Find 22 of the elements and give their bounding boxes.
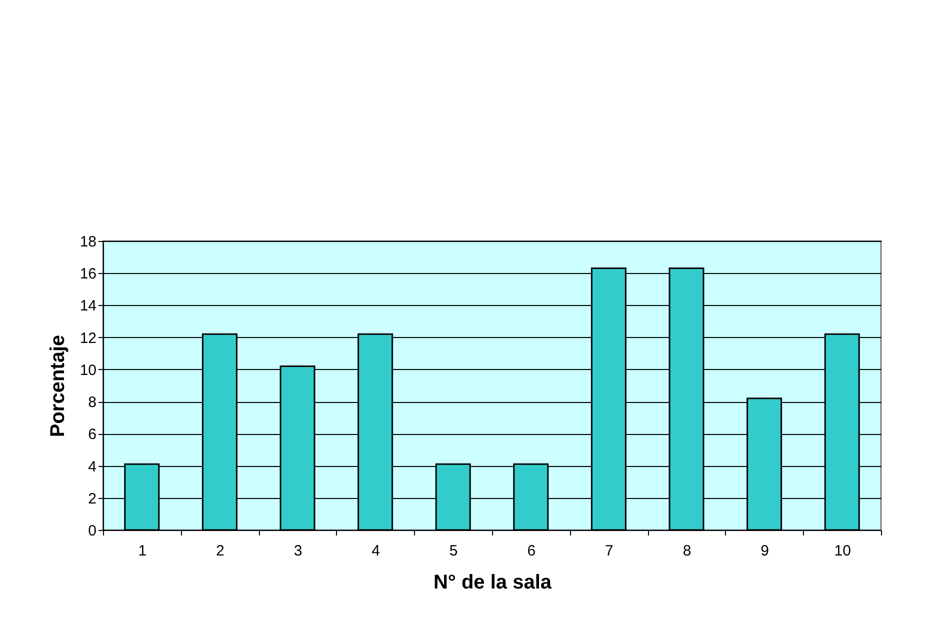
x-tick-label: 7 [605,542,614,560]
x-tick-label: 2 [216,542,224,560]
y-axis-title: Porcentaje [46,334,69,438]
y-tick-label: 6 [88,426,96,444]
x-tick-label: 9 [760,542,769,560]
y-tick-label: 2 [88,490,96,508]
y-tick-label: 14 [80,298,96,315]
x-tick-label: 1 [138,542,147,560]
y-tick-label: 18 [80,234,96,250]
x-tick-label: 5 [449,542,458,560]
x-tick-label: 8 [682,542,692,560]
x-tick-label: 10 [834,542,851,560]
y-tick-label: 12 [80,330,96,347]
y-tick-label: 16 [80,266,96,283]
x-tick-label: 4 [372,542,380,560]
y-tick-label: 4 [88,458,96,476]
y-tick-label: 8 [88,394,96,412]
x-tick-label: 3 [294,542,302,560]
x-tick-label: 6 [527,542,536,560]
y-tick-label: 10 [80,362,96,379]
y-tick-label: 0 [88,522,96,540]
x-axis-title: N° de la sala [433,572,552,594]
